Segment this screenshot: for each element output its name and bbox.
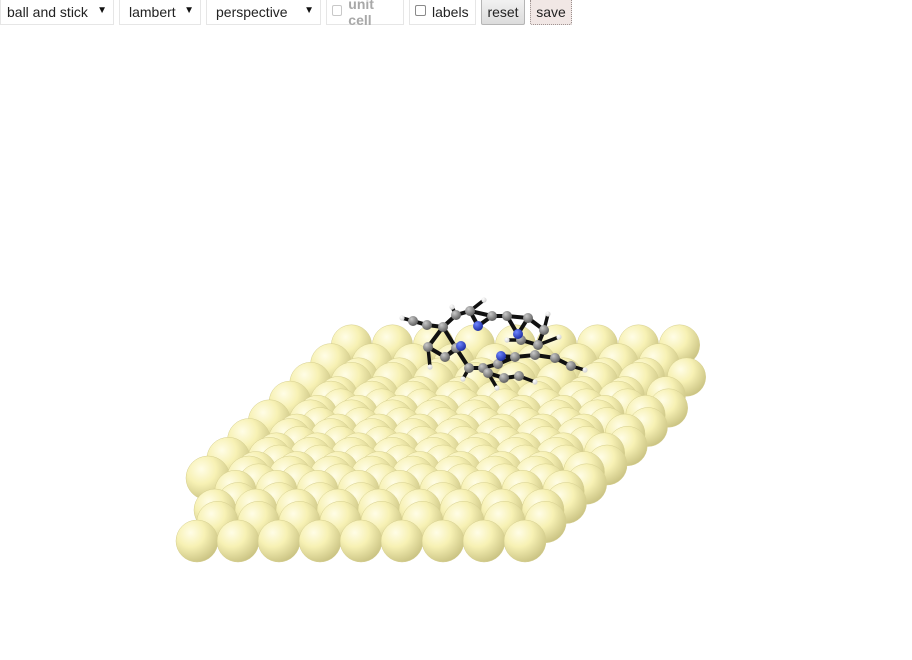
carbon-atom [533, 340, 543, 350]
carbon-atom [530, 350, 540, 360]
substrate-atom [339, 519, 383, 563]
hydrogen-atom [481, 297, 487, 303]
nitrogen-atom [496, 351, 506, 361]
reset-button[interactable]: reset [481, 0, 525, 25]
hydrogen-atom [504, 337, 510, 343]
checkbox-icon[interactable] [415, 4, 426, 16]
carbon-atom [408, 316, 418, 326]
unit-cell-label: unit cell [348, 0, 374, 28]
adsorbed-molecule [399, 297, 588, 391]
carbon-atom [566, 361, 576, 371]
substrate-atom [380, 519, 424, 563]
carbon-atom [523, 313, 533, 323]
hydrogen-atom [582, 367, 588, 373]
nitrogen-atom [513, 329, 523, 339]
substrate-slab [175, 324, 706, 563]
style-select-value: ball and stick [7, 4, 88, 20]
hydrogen-atom [545, 311, 551, 317]
projection-select-value: perspective [216, 4, 288, 20]
substrate-atom [257, 519, 301, 563]
carbon-atom [487, 311, 497, 321]
carbon-atom [514, 371, 524, 381]
carbon-atom [502, 311, 512, 321]
hydrogen-atom [449, 304, 455, 310]
carbon-atom [440, 352, 450, 362]
carbon-atom [499, 373, 509, 383]
substrate-atom [216, 519, 260, 563]
carbon-atom [451, 310, 461, 320]
carbon-atom [464, 363, 474, 373]
nitrogen-atom [456, 341, 466, 351]
chevron-down-icon: ▼ [304, 5, 314, 16]
carbon-atom [493, 359, 503, 369]
hydrogen-atom [399, 315, 405, 321]
shading-select-value: lambert [129, 4, 176, 20]
style-select[interactable]: ball and stick ▼ [0, 0, 114, 25]
shading-select[interactable]: lambert ▼ [119, 0, 201, 25]
hydrogen-atom [532, 379, 538, 385]
hydrogen-atom [494, 385, 500, 391]
carbon-atom [539, 325, 549, 335]
chevron-down-icon: ▼ [184, 5, 194, 16]
carbon-atom [438, 322, 448, 332]
substrate-atom [462, 519, 506, 563]
projection-select[interactable]: perspective ▼ [206, 0, 321, 25]
carbon-atom [465, 306, 475, 316]
molecule-viewer-canvas[interactable] [0, 26, 912, 660]
nitrogen-atom [473, 321, 483, 331]
checkbox-icon[interactable] [332, 4, 343, 16]
substrate-atom [503, 519, 547, 563]
labels-checkbox[interactable]: labels [409, 0, 476, 25]
chevron-down-icon: ▼ [97, 5, 107, 16]
hydrogen-atom [460, 376, 466, 382]
carbon-atom [423, 342, 433, 352]
substrate-atom [175, 519, 219, 563]
substrate-atom [298, 519, 342, 563]
carbon-atom [510, 352, 520, 362]
substrate-atom [421, 519, 465, 563]
carbon-atom [422, 320, 432, 330]
hydrogen-atom [427, 364, 433, 370]
hydrogen-atom [556, 334, 562, 340]
save-button[interactable]: save [530, 0, 572, 25]
labels-label: labels [432, 4, 469, 20]
carbon-atom [550, 353, 560, 363]
unit-cell-checkbox[interactable]: unit cell [326, 0, 404, 28]
carbon-atom [483, 368, 493, 378]
